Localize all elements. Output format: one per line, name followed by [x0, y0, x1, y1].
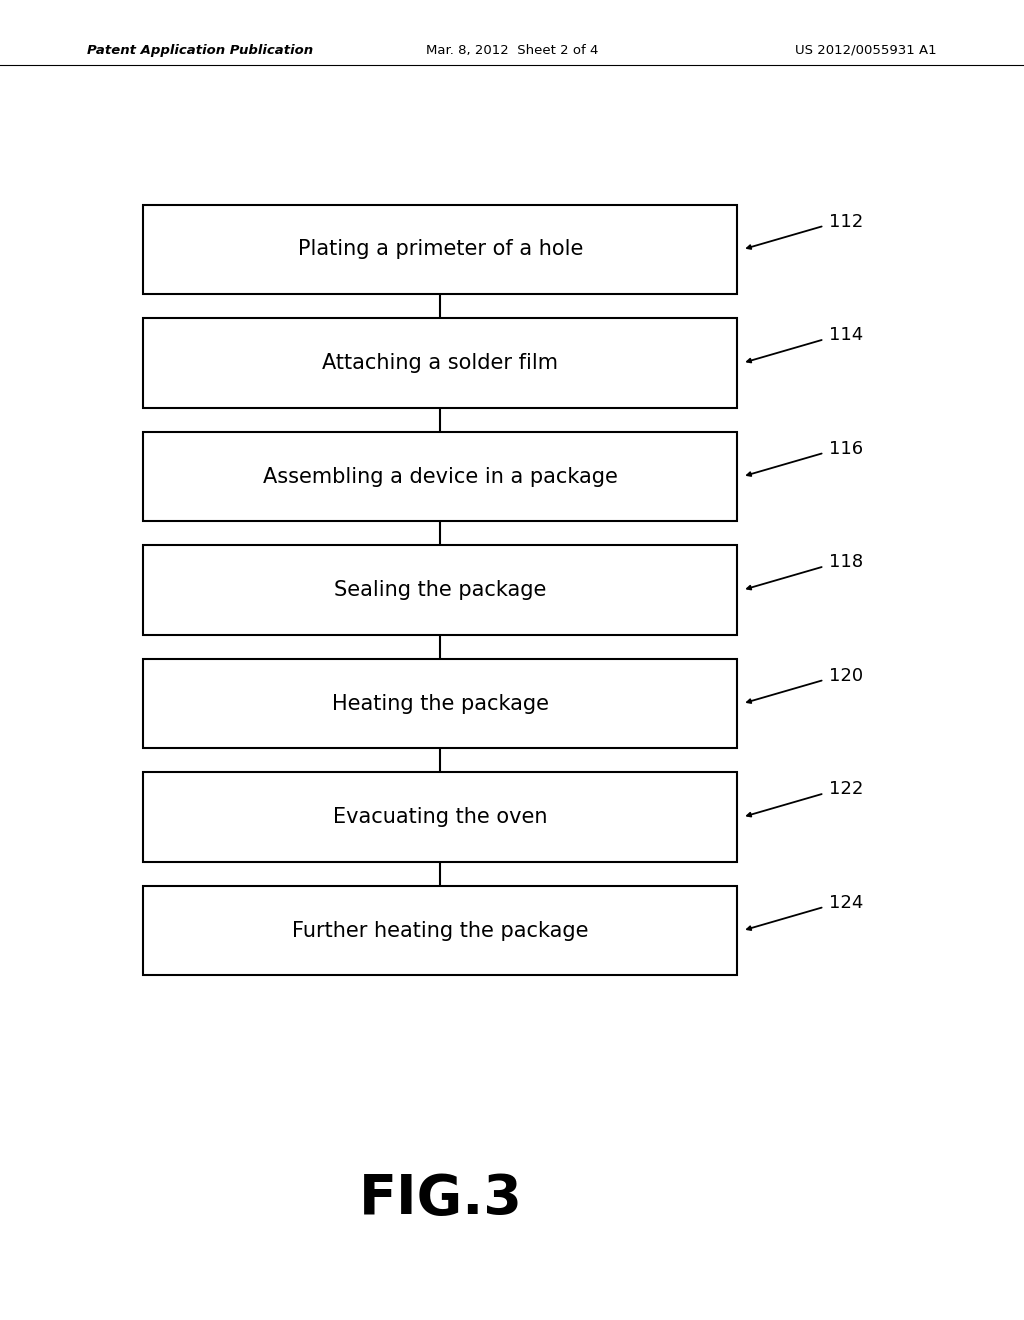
Bar	[143, 659, 737, 748]
Text: 120: 120	[829, 667, 863, 685]
Text: Evacuating the oven: Evacuating the oven	[333, 807, 548, 828]
Text: Assembling a device in a package: Assembling a device in a package	[263, 466, 617, 487]
Text: 122: 122	[829, 780, 864, 799]
Text: 124: 124	[829, 894, 864, 912]
Text: Patent Application Publication: Patent Application Publication	[87, 44, 313, 57]
Bar	[143, 886, 737, 975]
Bar	[143, 772, 737, 862]
Text: Mar. 8, 2012  Sheet 2 of 4: Mar. 8, 2012 Sheet 2 of 4	[426, 44, 598, 57]
Text: Attaching a solder film: Attaching a solder film	[323, 352, 558, 374]
Text: 116: 116	[829, 440, 863, 458]
Text: Further heating the package: Further heating the package	[292, 920, 589, 941]
Text: US 2012/0055931 A1: US 2012/0055931 A1	[796, 44, 937, 57]
Text: Sealing the package: Sealing the package	[334, 579, 547, 601]
Bar	[143, 432, 737, 521]
Text: FIG.3: FIG.3	[358, 1172, 522, 1225]
Bar	[143, 318, 737, 408]
Text: 118: 118	[829, 553, 863, 572]
Text: Plating a primeter of a hole: Plating a primeter of a hole	[298, 239, 583, 260]
Bar	[143, 545, 737, 635]
Text: 114: 114	[829, 326, 863, 345]
Text: 112: 112	[829, 213, 863, 231]
Text: Heating the package: Heating the package	[332, 693, 549, 714]
Bar	[143, 205, 737, 294]
